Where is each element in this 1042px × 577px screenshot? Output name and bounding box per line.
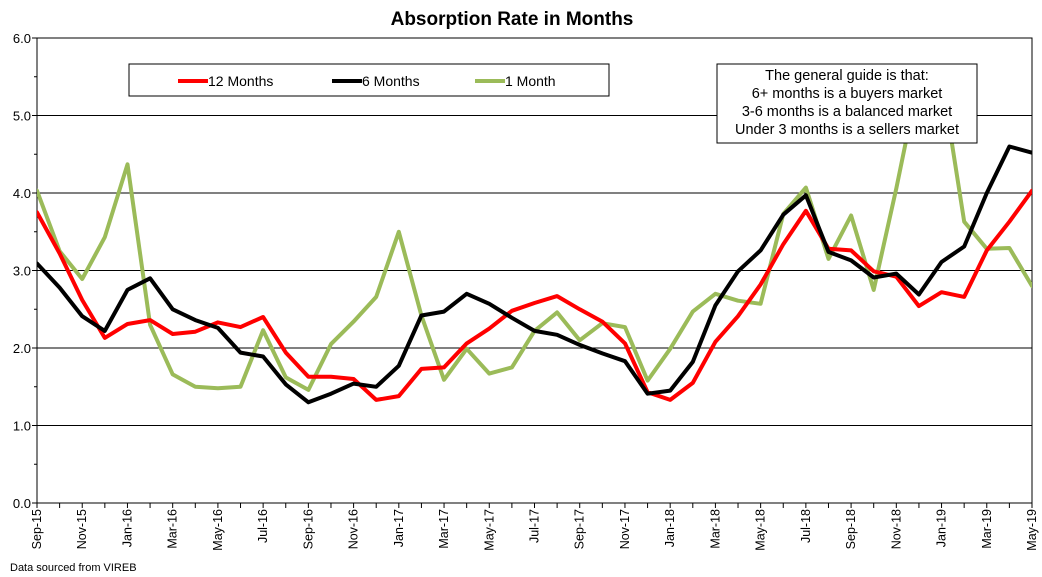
- x-tick-label: Mar-17: [437, 509, 451, 549]
- x-axis: Sep-15 Nov-15 Jan-16 Mar-16 May-16 Jul-16 Sep-…: [30, 503, 1039, 551]
- x-tick-label: Sep-16: [301, 509, 315, 549]
- x-tick-label: Sep-17: [573, 509, 587, 549]
- x-tick-label: Sep-18: [844, 509, 858, 549]
- x-tick-label: Nov-16: [347, 509, 361, 549]
- x-tick-label: Jul-17: [528, 509, 542, 543]
- source-note: Data sourced from VIREB: [10, 562, 137, 574]
- guide-note-line-4: Under 3 months is a sellers market: [735, 122, 959, 138]
- legend: 12 Months 6 Months 1 Month: [128, 63, 610, 97]
- legend-item-12-months: 12 Months: [178, 73, 273, 89]
- guide-note-line-2: 6+ months is a buyers market: [752, 86, 943, 102]
- x-tick-label: Jan-16: [120, 509, 134, 547]
- x-tick-label: May-17: [482, 509, 496, 551]
- series-lines: [37, 74, 1032, 405]
- guide-note-line-1: The general guide is that:: [765, 68, 929, 84]
- x-tick-label: Mar-16: [166, 509, 180, 549]
- guide-note: The general guide is that: 6+ months is …: [716, 63, 978, 144]
- legend-label-1-month: 1 Month: [505, 73, 556, 89]
- y-tick-label: 1.0: [13, 419, 31, 434]
- x-tick-label: Nov-17: [618, 509, 632, 549]
- y-tick-label: 2.0: [13, 341, 31, 356]
- legend-item-1-month: 1 Month: [475, 73, 556, 89]
- x-tick-label: Jan-18: [663, 509, 677, 547]
- x-tick-label: Nov-15: [75, 509, 89, 549]
- x-tick-label: May-18: [754, 509, 768, 551]
- y-tick-label: 0.0: [13, 496, 31, 511]
- x-tick-label: Mar-19: [980, 509, 994, 549]
- y-tick-label: 5.0: [13, 109, 31, 124]
- y-tick-label: 4.0: [13, 186, 31, 201]
- x-tick-label: Mar-18: [708, 509, 722, 549]
- x-tick-label: Jan-19: [935, 509, 949, 547]
- legend-item-6-months: 6 Months: [332, 73, 420, 89]
- series-line-6-months: [37, 144, 1032, 405]
- legend-label-6-months: 6 Months: [362, 73, 420, 89]
- x-tick-label: Jul-18: [799, 509, 813, 543]
- y-axis: 0.0 1.0 2.0 3.0 4.0 5.0 6.0: [13, 31, 37, 511]
- chart-title: Absorption Rate in Months: [391, 9, 634, 30]
- x-tick-label: Jul-16: [256, 509, 270, 543]
- x-tick-label: May-16: [211, 509, 225, 551]
- guide-note-line-3: 3-6 months is a balanced market: [742, 104, 952, 120]
- x-tick-label: Sep-15: [30, 509, 44, 549]
- series-line-12-months: [37, 188, 1032, 402]
- x-tick-label: Jan-17: [392, 509, 406, 547]
- y-tick-label: 3.0: [13, 264, 31, 279]
- y-tick-label: 6.0: [13, 31, 31, 46]
- legend-label-12-months: 12 Months: [208, 73, 273, 89]
- legend-box: [128, 63, 610, 97]
- x-tick-label: Nov-18: [889, 509, 903, 549]
- guide-note-box: [716, 63, 978, 144]
- x-tick-label: May-19: [1025, 509, 1039, 551]
